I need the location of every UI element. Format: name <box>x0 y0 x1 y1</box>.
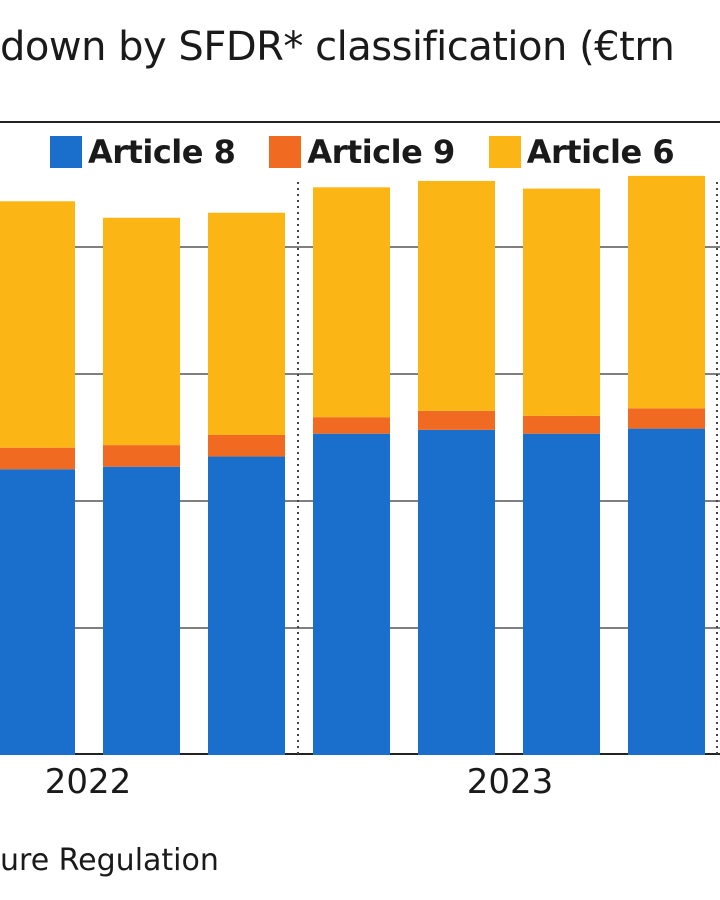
bar-article-6-1 <box>0 201 75 448</box>
bar-article-6-7 <box>628 175 705 409</box>
bar-article-9-5 <box>418 410 495 430</box>
bar-article-6-4 <box>313 187 390 418</box>
legend-label-article-6: Article 6 <box>526 133 675 171</box>
bar-article-6-6 <box>523 188 600 416</box>
chart-title: down by SFDR* classification (€trn <box>0 24 675 70</box>
bar-article-9-4 <box>313 417 390 434</box>
bar-article-8-1 <box>0 469 75 755</box>
legend-swatch-article-6 <box>488 136 521 168</box>
bar-article-9-1 <box>0 447 75 470</box>
legend-swatch-article-8 <box>50 136 82 168</box>
bar-article-6-5 <box>418 180 495 411</box>
legend-item-article-8: Article 8 <box>50 133 236 171</box>
bars <box>0 175 705 755</box>
source-note: ure Regulation <box>0 843 219 878</box>
bar-article-6-3 <box>208 212 285 435</box>
bar-article-9-7 <box>628 408 705 429</box>
legend-swatch-article-9 <box>269 136 302 168</box>
bar-article-8-7 <box>628 428 705 755</box>
bar-article-8-6 <box>523 433 600 755</box>
bar-article-8-2 <box>103 466 180 755</box>
bar-article-9-6 <box>523 415 600 434</box>
legend-item-article-6: Article 6 <box>488 133 675 171</box>
legend-label-article-9: Article 9 <box>307 133 455 171</box>
legend-item-article-9: Article 9 <box>269 133 455 171</box>
year-label-2022: 2022 <box>44 762 132 802</box>
bar-article-8-4 <box>313 433 390 755</box>
legend: Article 8 Article 9 Article 6 <box>50 133 708 171</box>
year-label-2023: 2023 <box>466 762 554 802</box>
bar-article-9-3 <box>208 434 285 457</box>
bar-article-8-5 <box>418 429 495 755</box>
legend-label-article-8: Article 8 <box>88 133 236 171</box>
bar-article-6-2 <box>103 217 180 446</box>
bar-article-9-2 <box>103 445 180 467</box>
bar-article-8-3 <box>208 456 285 755</box>
